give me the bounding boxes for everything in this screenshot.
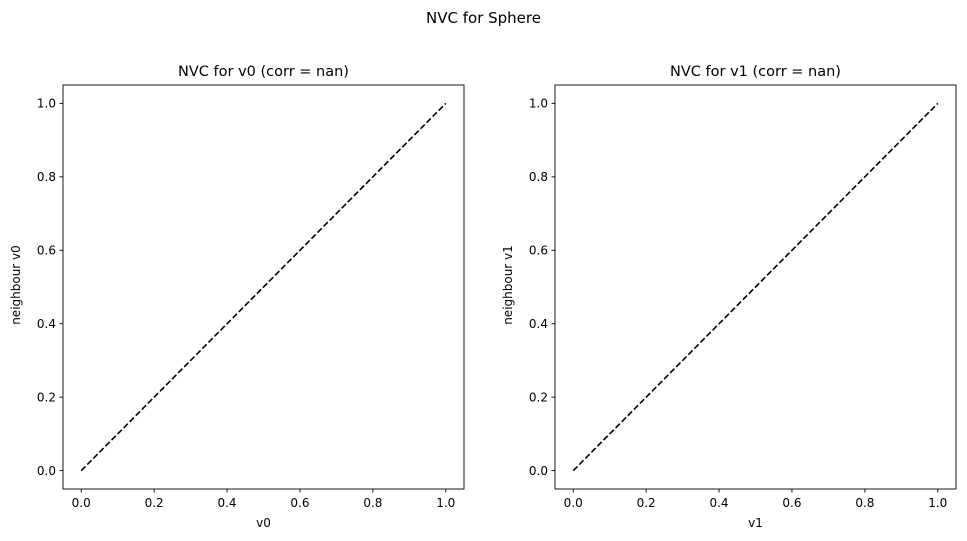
- subplot-v0-ytick-label: 0.6: [37, 244, 56, 258]
- subplot-v0-ytick-label: 0.0: [37, 464, 56, 478]
- subplot-v0-xtick-label: 0.4: [217, 496, 236, 510]
- subplot-v0-ylabel: neighbour v0: [9, 245, 23, 325]
- subplot-v1-xlabel: v1: [748, 516, 763, 530]
- subplot-v0-ytick-label: 0.2: [37, 390, 56, 404]
- subplot-v0-xtick-label: 0.2: [145, 496, 164, 510]
- subplot-v0-ytick-label: 0.4: [37, 317, 56, 331]
- subplot-v1-title: NVC for v1 (corr = nan): [670, 64, 841, 80]
- subplot-v0-xtick-label: 0.6: [290, 496, 309, 510]
- subplot-v1-ylabel: neighbour v1: [501, 245, 515, 325]
- subplot-v1-xtick-label: 0.0: [564, 496, 583, 510]
- subplot-v0-xtick-label: 0.0: [72, 496, 91, 510]
- subplot-v1-axes-frame: [554, 84, 957, 490]
- subplot-v0-xtick-label: 0.8: [363, 496, 382, 510]
- subplot-v1-xtick-label: 1.0: [928, 496, 947, 510]
- subplot-v0-xtick-label: 1.0: [436, 496, 455, 510]
- subplot-v1-xtick-label: 0.8: [855, 496, 874, 510]
- subplot-v1-xtick-label: 0.4: [709, 496, 728, 510]
- subplot-v1-reference-line: [572, 102, 939, 472]
- subplot-v1-ytick-label: 0.0: [529, 464, 548, 478]
- subplot-v1-ytick-label: 1.0: [529, 97, 548, 111]
- subplot-v0-ytick-label: 0.8: [37, 170, 56, 184]
- subplot-v1-ytick-label: 0.2: [529, 390, 548, 404]
- subplot-v1-xtick-label: 0.6: [782, 496, 801, 510]
- subplot-v0: NVC for v0 (corr = nan) v0 neighbour v0 …: [9, 64, 465, 530]
- subplot-v1-ytick-label: 0.4: [529, 317, 548, 331]
- subplot-v1: NVC for v1 (corr = nan) v1 neighbour v1 …: [501, 64, 957, 530]
- subplot-v0-xlabel: v0: [256, 516, 271, 530]
- subplot-v0-ytick-label: 1.0: [37, 97, 56, 111]
- figure-suptitle: NVC for Sphere: [426, 9, 541, 27]
- subplot-v0-reference-line: [80, 102, 447, 472]
- subplot-v0-axes-frame: [62, 84, 465, 490]
- subplot-v1-ytick-label: 0.6: [529, 244, 548, 258]
- subplot-v0-title: NVC for v0 (corr = nan): [178, 64, 349, 80]
- subplot-v1-xtick-label: 0.2: [637, 496, 656, 510]
- subplot-v1-ytick-label: 0.8: [529, 170, 548, 184]
